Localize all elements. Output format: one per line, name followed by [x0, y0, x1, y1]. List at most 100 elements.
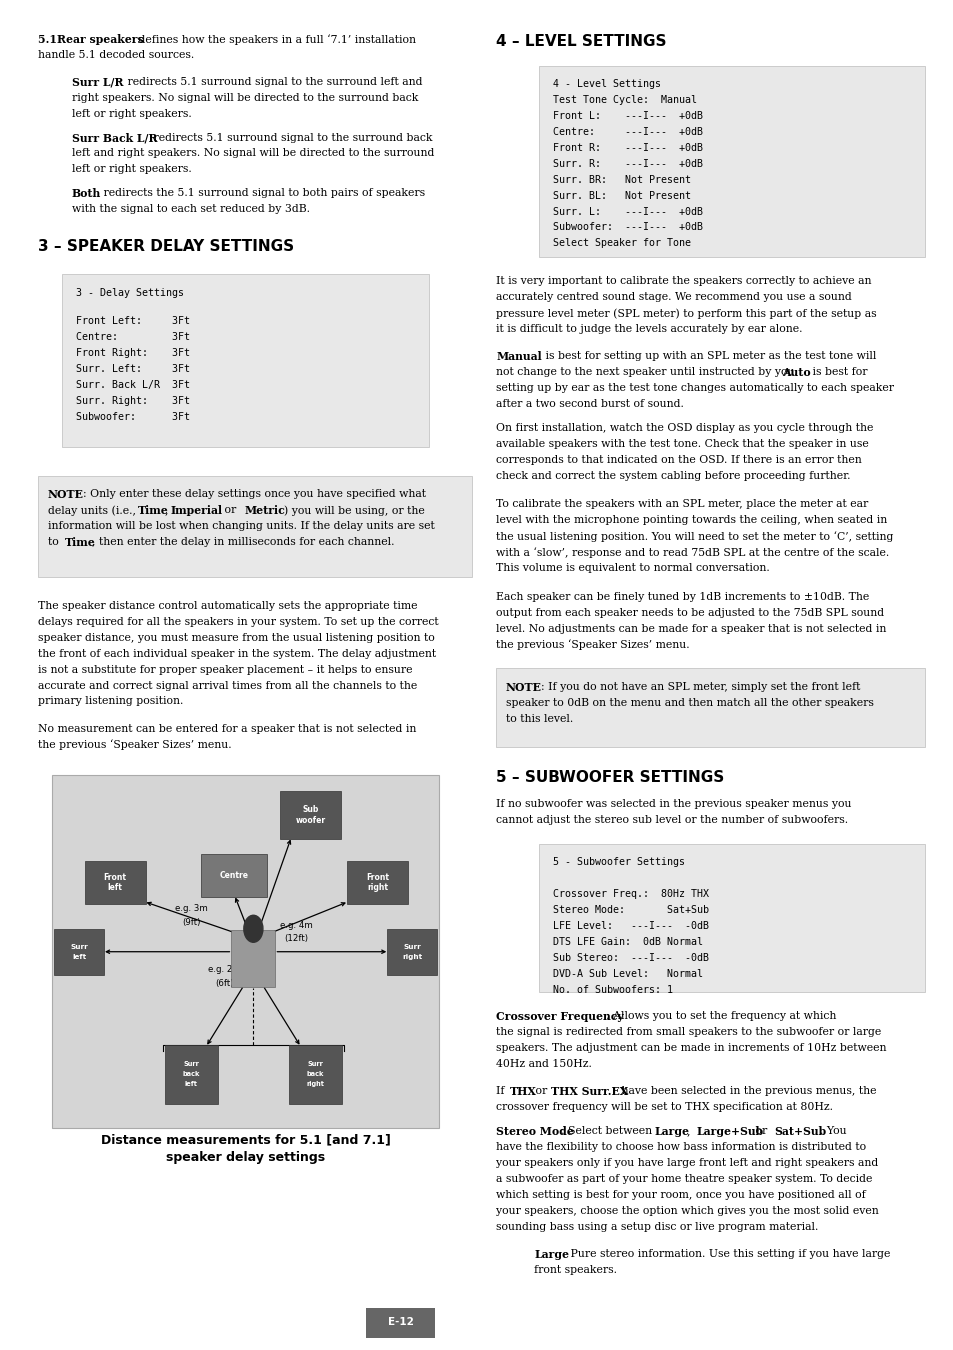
- Text: Front: Front: [366, 873, 389, 882]
- Text: Centre: Centre: [219, 871, 249, 880]
- Text: have the flexibility to choose how bass information is distributed to: have the flexibility to choose how bass …: [496, 1142, 865, 1152]
- Text: LFE Level:   ---I---  -0dB: LFE Level: ---I--- -0dB: [553, 921, 709, 931]
- Text: with the signal to each set reduced by 3dB.: with the signal to each set reduced by 3…: [71, 204, 309, 215]
- Text: accurately centred sound stage. We recommend you use a sound: accurately centred sound stage. We recom…: [496, 293, 851, 302]
- Text: E-12: E-12: [387, 1316, 414, 1327]
- Text: (12ft): (12ft): [284, 934, 308, 944]
- Text: Pure stereo information. Use this setting if you have large: Pure stereo information. Use this settin…: [566, 1249, 889, 1258]
- Text: is not a substitute for proper speaker placement – it helps to ensure: is not a substitute for proper speaker p…: [38, 664, 413, 675]
- Text: THX: THX: [509, 1087, 536, 1098]
- Text: Select Speaker for Tone: Select Speaker for Tone: [553, 239, 691, 248]
- Text: output from each speaker needs to be adjusted to the 75dB SPL sound: output from each speaker needs to be adj…: [496, 608, 883, 618]
- Text: redirects 5.1 surround signal to the surround back: redirects 5.1 surround signal to the sur…: [150, 132, 432, 143]
- Text: left and right speakers. No signal will be directed to the surround: left and right speakers. No signal will …: [71, 148, 434, 158]
- Text: level. No adjustments can be made for a speaker that is not selected in: level. No adjustments can be made for a …: [496, 624, 885, 633]
- Text: back: back: [306, 1072, 324, 1077]
- Text: NOTE: NOTE: [505, 682, 541, 693]
- Text: To calibrate the speakers with an SPL meter, place the meter at ear: To calibrate the speakers with an SPL me…: [496, 500, 867, 509]
- Text: 5.1: 5.1: [38, 34, 61, 45]
- Text: it is difficult to judge the levels accurately by ear alone.: it is difficult to judge the levels accu…: [496, 324, 801, 335]
- Text: right: right: [306, 1081, 324, 1087]
- FancyBboxPatch shape: [54, 929, 104, 975]
- Text: Imperial: Imperial: [171, 505, 223, 516]
- Text: Surr. Right:    3Ft: Surr. Right: 3Ft: [76, 396, 190, 406]
- Text: Front Left:     3Ft: Front Left: 3Ft: [76, 316, 190, 327]
- Text: delays required for all the speakers in your system. To set up the correct: delays required for all the speakers in …: [38, 617, 438, 626]
- Text: Surr. Back L/R  3Ft: Surr. Back L/R 3Ft: [76, 381, 190, 390]
- Text: It is very important to calibrate the speakers correctly to achieve an: It is very important to calibrate the sp…: [496, 277, 871, 286]
- Text: Front Right:    3Ft: Front Right: 3Ft: [76, 348, 190, 358]
- Text: Stereo Mode:       Sat+Sub: Stereo Mode: Sat+Sub: [553, 904, 709, 915]
- Text: If no subwoofer was selected in the previous speaker menus you: If no subwoofer was selected in the prev…: [496, 799, 851, 809]
- Text: is best for: is best for: [808, 367, 866, 377]
- Text: Crossover Frequency: Crossover Frequency: [496, 1011, 623, 1022]
- Circle shape: [244, 915, 263, 942]
- Text: ,: ,: [686, 1126, 693, 1137]
- Text: Manual: Manual: [496, 351, 541, 362]
- Text: which setting is best for your room, once you have positioned all of: which setting is best for your room, onc…: [496, 1189, 865, 1200]
- Text: Surr L/R: Surr L/R: [71, 77, 123, 88]
- Text: to this level.: to this level.: [505, 714, 572, 724]
- Text: Subwoofer:      3Ft: Subwoofer: 3Ft: [76, 412, 190, 423]
- Text: 3 – SPEAKER DELAY SETTINGS: 3 – SPEAKER DELAY SETTINGS: [38, 239, 294, 254]
- Text: Time: Time: [65, 537, 95, 548]
- Text: 5 – SUBWOOFER SETTINGS: 5 – SUBWOOFER SETTINGS: [496, 771, 723, 786]
- Text: defines how the speakers in a full ‘7.1’ installation: defines how the speakers in a full ‘7.1’…: [135, 34, 416, 45]
- Text: the signal is redirected from small speakers to the subwoofer or large: the signal is redirected from small spea…: [496, 1027, 881, 1037]
- FancyBboxPatch shape: [85, 861, 146, 905]
- Text: your speakers only if you have large front left and right speakers and: your speakers only if you have large fro…: [496, 1158, 878, 1168]
- Text: The speaker distance control automatically sets the appropriate time: The speaker distance control automatical…: [38, 601, 417, 612]
- Text: pressure level meter (SPL meter) to perform this part of the setup as: pressure level meter (SPL meter) to perf…: [496, 308, 876, 319]
- Text: right: right: [367, 883, 388, 892]
- Text: If: If: [496, 1087, 508, 1096]
- Text: : Select between: : Select between: [560, 1126, 655, 1137]
- Text: (9ft): (9ft): [182, 918, 200, 927]
- Text: 5 - Subwoofer Settings: 5 - Subwoofer Settings: [553, 857, 684, 867]
- Text: Crossover Freq.:  80Hz THX: Crossover Freq.: 80Hz THX: [553, 890, 709, 899]
- Text: left: left: [185, 1081, 197, 1087]
- Text: primary listening position.: primary listening position.: [38, 697, 183, 706]
- FancyBboxPatch shape: [538, 66, 924, 258]
- FancyBboxPatch shape: [496, 668, 924, 747]
- FancyBboxPatch shape: [38, 475, 472, 576]
- Text: delay units (i.e.,: delay units (i.e.,: [48, 505, 139, 516]
- Text: (6ft): (6ft): [215, 979, 233, 988]
- FancyBboxPatch shape: [232, 930, 275, 987]
- Text: speaker delay settings: speaker delay settings: [166, 1150, 325, 1164]
- Text: : If you do not have an SPL meter, simply set the front left: : If you do not have an SPL meter, simpl…: [540, 682, 860, 691]
- Text: or: or: [751, 1126, 770, 1137]
- Text: handle 5.1 decoded sources.: handle 5.1 decoded sources.: [38, 50, 194, 59]
- Text: redirects 5.1 surround signal to the surround left and: redirects 5.1 surround signal to the sur…: [124, 77, 422, 86]
- Text: Centre:     ---I---  +0dB: Centre: ---I--- +0dB: [553, 127, 702, 136]
- Text: crossover frequency will be set to THX specification at 80Hz.: crossover frequency will be set to THX s…: [496, 1102, 832, 1112]
- Text: not change to the next speaker until instructed by you.: not change to the next speaker until ins…: [496, 367, 801, 377]
- Text: Stereo Mode: Stereo Mode: [496, 1126, 573, 1137]
- Text: or: or: [532, 1087, 551, 1096]
- FancyBboxPatch shape: [289, 1045, 342, 1104]
- Text: speakers. The adjustment can be made in increments of 10Hz between: speakers. The adjustment can be made in …: [496, 1044, 885, 1053]
- Text: Surr. BR:   Not Present: Surr. BR: Not Present: [553, 174, 691, 185]
- Text: e.g. 4m: e.g. 4m: [279, 921, 313, 930]
- Text: DTS LFE Gain:  0dB Normal: DTS LFE Gain: 0dB Normal: [553, 937, 702, 946]
- Text: Test Tone Cycle:  Manual: Test Tone Cycle: Manual: [553, 95, 697, 105]
- Text: Surr. Left:     3Ft: Surr. Left: 3Ft: [76, 364, 190, 374]
- Text: information will be lost when changing units. If the delay units are set: information will be lost when changing u…: [48, 521, 434, 531]
- Text: Front R:    ---I---  +0dB: Front R: ---I--- +0dB: [553, 143, 702, 153]
- Text: 4 - Level Settings: 4 - Level Settings: [553, 80, 660, 89]
- Text: Front: Front: [104, 873, 127, 882]
- Text: Rear speakers: Rear speakers: [57, 34, 144, 45]
- Text: the previous ‘Speaker Sizes’ menu.: the previous ‘Speaker Sizes’ menu.: [38, 740, 232, 751]
- Text: Centre:         3Ft: Centre: 3Ft: [76, 332, 190, 343]
- FancyBboxPatch shape: [52, 775, 438, 1129]
- Text: available speakers with the test tone. Check that the speaker in use: available speakers with the test tone. C…: [496, 439, 868, 450]
- Text: Sat+Sub: Sat+Sub: [774, 1126, 826, 1137]
- Text: Auto: Auto: [781, 367, 810, 378]
- Text: right speakers. No signal will be directed to the surround back: right speakers. No signal will be direct…: [71, 93, 417, 103]
- Text: corresponds to that indicated on the OSD. If there is an error then: corresponds to that indicated on the OSD…: [496, 455, 861, 464]
- Text: Sub Stereo:  ---I---  -0dB: Sub Stereo: ---I--- -0dB: [553, 953, 709, 963]
- FancyBboxPatch shape: [366, 1308, 435, 1338]
- Text: cannot adjust the stereo sub level or the number of subwoofers.: cannot adjust the stereo sub level or th…: [496, 815, 847, 825]
- FancyBboxPatch shape: [387, 929, 436, 975]
- Text: 40Hz and 150Hz.: 40Hz and 150Hz.: [496, 1060, 591, 1069]
- Text: the usual listening position. You will need to set the meter to ‘C’, setting: the usual listening position. You will n…: [496, 532, 893, 543]
